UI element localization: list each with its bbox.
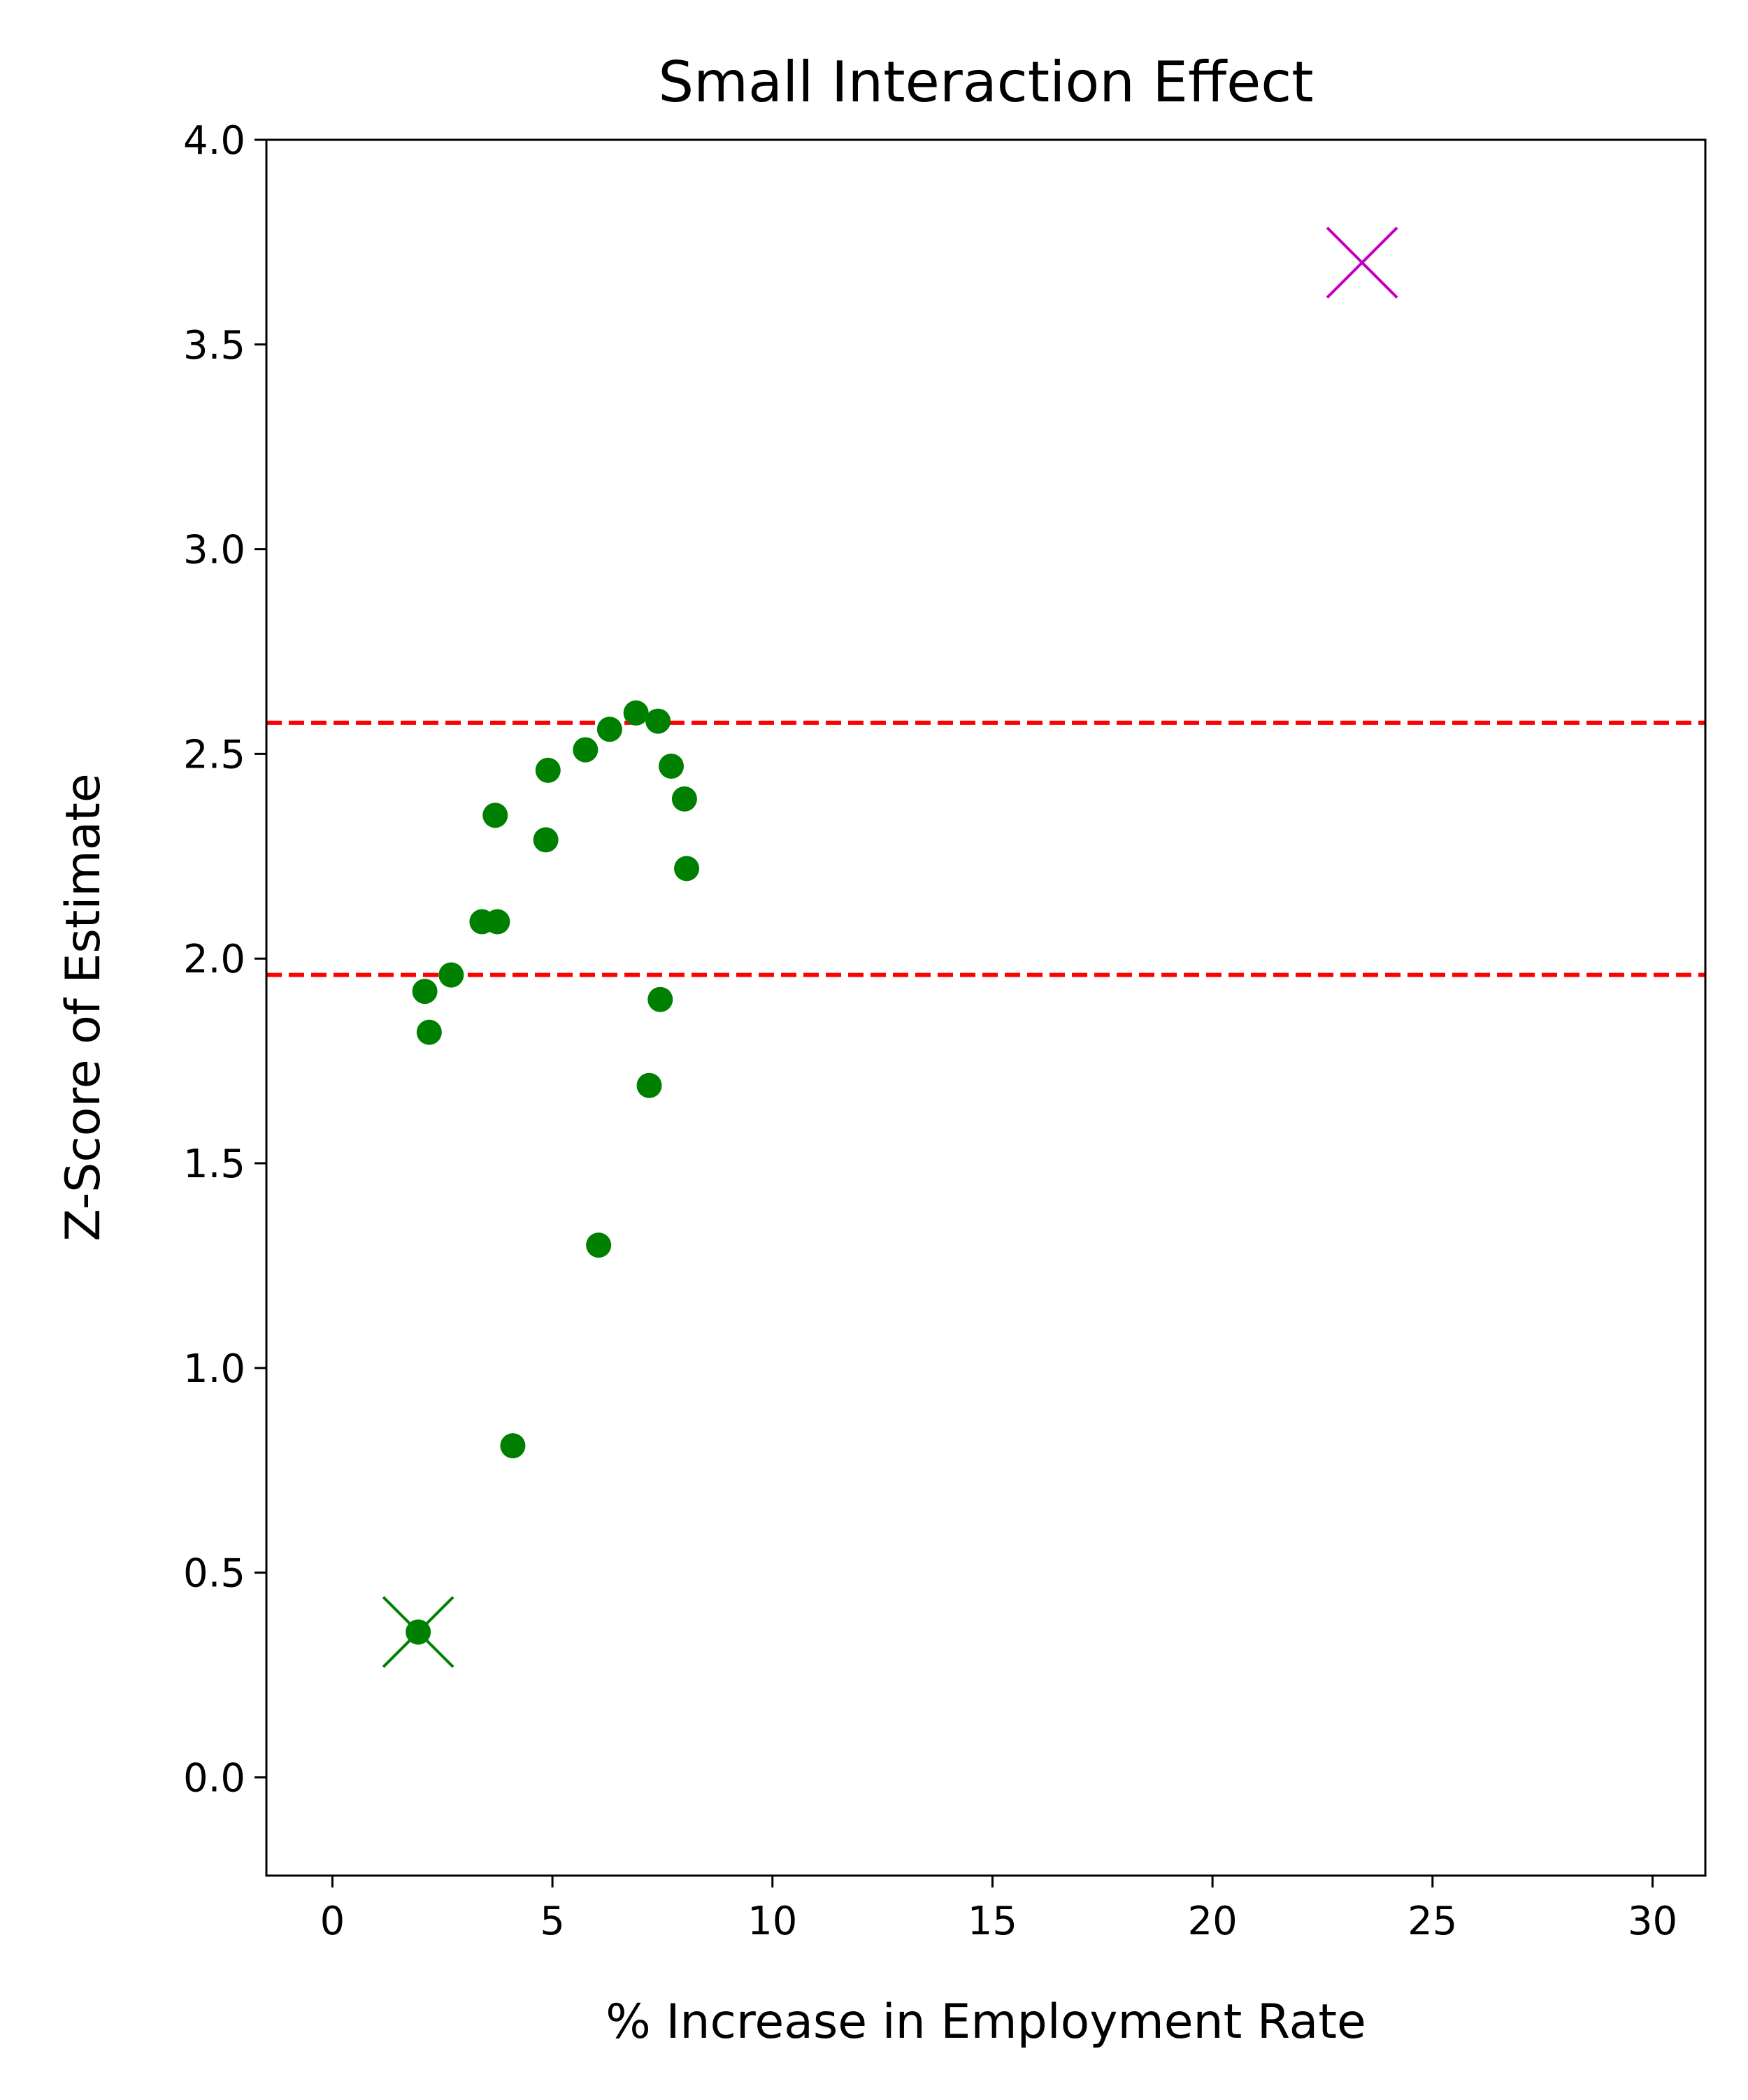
data-point bbox=[500, 1433, 526, 1459]
x-axis-label: % Increase in Employment Rate bbox=[606, 1994, 1366, 2050]
y-tick-label: 3.0 bbox=[183, 528, 245, 573]
data-point bbox=[586, 1232, 612, 1258]
x-axis: 0 5 10 15 20 25 30 bbox=[320, 1876, 1677, 1944]
data-point bbox=[659, 753, 685, 779]
data-point bbox=[573, 737, 599, 763]
y-tick-label: 0.0 bbox=[183, 1755, 245, 1801]
data-point bbox=[416, 1019, 442, 1045]
data-point bbox=[533, 827, 559, 853]
y-axis-label: Z-Score of Estimate bbox=[56, 773, 111, 1242]
x-marker bbox=[1326, 226, 1398, 299]
y-tick-label: 0.5 bbox=[183, 1551, 245, 1597]
plot-content bbox=[266, 226, 1705, 1668]
x-marker bbox=[382, 1596, 454, 1668]
data-point bbox=[438, 962, 464, 988]
x-tick-label: 30 bbox=[1628, 1899, 1677, 1944]
x-tick-label: 0 bbox=[320, 1899, 345, 1944]
data-point bbox=[647, 986, 673, 1012]
data-point bbox=[535, 757, 561, 783]
y-tick-label: 4.0 bbox=[183, 118, 245, 164]
data-point bbox=[623, 700, 649, 726]
data-point bbox=[645, 708, 671, 734]
x-tick-label: 20 bbox=[1187, 1899, 1237, 1944]
plot-frame bbox=[265, 138, 1707, 1877]
y-tick-label: 1.0 bbox=[183, 1346, 245, 1392]
data-point bbox=[596, 717, 622, 742]
x-tick-label: 5 bbox=[540, 1899, 565, 1944]
data-point bbox=[674, 856, 700, 882]
y-axis: 0.0 0.5 1.0 1.5 2.0 2.5 3.0 3.5 4.0 bbox=[183, 118, 266, 1801]
data-point bbox=[636, 1072, 662, 1098]
chart-title: Small Interaction Effect bbox=[658, 50, 1313, 115]
x-tick-label: 25 bbox=[1407, 1899, 1457, 1944]
y-tick-label: 2.5 bbox=[183, 732, 245, 777]
y-tick-label: 2.0 bbox=[183, 937, 245, 982]
y-tick-label: 1.5 bbox=[183, 1142, 245, 1187]
x-tick-label: 10 bbox=[747, 1899, 797, 1944]
x-tick-label: 15 bbox=[968, 1899, 1017, 1944]
data-point bbox=[671, 786, 697, 812]
data-point bbox=[485, 909, 510, 935]
data-point bbox=[412, 979, 438, 1005]
data-point bbox=[482, 803, 508, 828]
y-tick-label: 3.5 bbox=[183, 323, 245, 368]
